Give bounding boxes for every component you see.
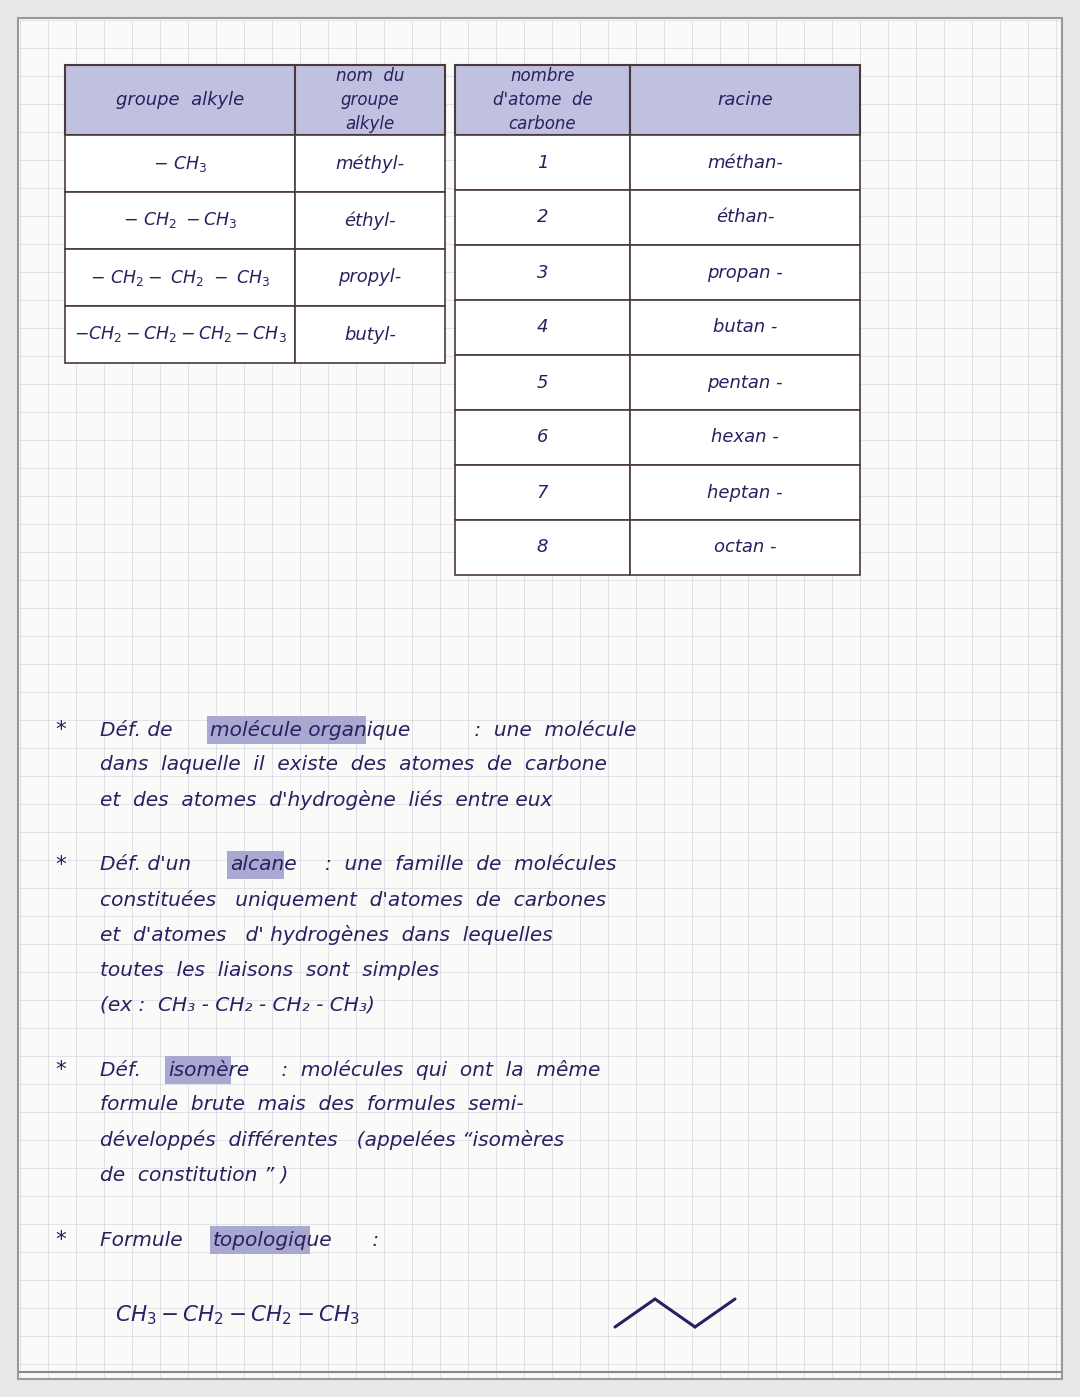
Bar: [227, 851, 284, 879]
Text: (ex :  CH₃ - CH₂ - CH₂ - CH₃): (ex : CH₃ - CH₂ - CH₂ - CH₃): [100, 996, 375, 1014]
Text: 5: 5: [537, 373, 549, 391]
Text: 2: 2: [537, 208, 549, 226]
Text: 3: 3: [537, 264, 549, 282]
Bar: [455, 244, 630, 300]
Bar: [630, 465, 860, 520]
Text: méthyl-: méthyl-: [336, 154, 405, 173]
Text: topologique: topologique: [213, 1231, 333, 1249]
Text: dans  laquelle  il  existe  des  atomes  de  carbone: dans laquelle il existe des atomes de ca…: [100, 756, 607, 774]
Text: toutes  les  liaisons  sont  simples: toutes les liaisons sont simples: [100, 961, 440, 979]
Text: $-\ CH_2-\ CH_2\ -\ CH_3$: $-\ CH_2-\ CH_2\ -\ CH_3$: [90, 267, 270, 288]
Text: 1: 1: [537, 154, 549, 172]
Text: propyl-: propyl-: [338, 268, 402, 286]
Text: butyl-: butyl-: [345, 326, 396, 344]
Bar: [455, 520, 630, 576]
Text: 4: 4: [537, 319, 549, 337]
Text: développés  différentes   (appelées “isomères: développés différentes (appelées “isomèr…: [100, 1130, 564, 1150]
Text: nom  du
groupe
alkyle: nom du groupe alkyle: [336, 67, 404, 133]
Text: constituées   uniquement  d'atomes  de  carbones: constituées uniquement d'atomes de carbo…: [100, 890, 606, 909]
Text: et  des  atomes  d'hydrogène  liés  entre eux: et des atomes d'hydrogène liés entre eux: [100, 789, 552, 810]
Text: $CH_3 - CH_2 - CH_2 - CH_3$: $CH_3 - CH_2 - CH_2 - CH_3$: [114, 1303, 360, 1327]
Text: hexan -: hexan -: [711, 429, 779, 447]
Bar: [455, 66, 630, 136]
Text: racine: racine: [717, 91, 773, 109]
Text: *: *: [55, 1060, 66, 1080]
Text: et  d'atomes   d' hydrogènes  dans  lequelles: et d'atomes d' hydrogènes dans lequelles: [100, 925, 553, 944]
Text: octan -: octan -: [714, 538, 777, 556]
Bar: [65, 136, 295, 191]
Bar: [295, 136, 445, 191]
Text: *: *: [55, 719, 66, 740]
Bar: [65, 249, 295, 306]
Bar: [295, 191, 445, 249]
Text: Formule: Formule: [100, 1231, 195, 1249]
Text: groupe  alkyle: groupe alkyle: [116, 91, 244, 109]
Text: *: *: [55, 1229, 66, 1250]
Text: :  molécules  qui  ont  la  même: : molécules qui ont la même: [275, 1060, 600, 1080]
Bar: [65, 191, 295, 249]
Bar: [295, 249, 445, 306]
Bar: [455, 355, 630, 409]
Bar: [455, 300, 630, 355]
Bar: [630, 244, 860, 300]
Text: formule  brute  mais  des  formules  semi-: formule brute mais des formules semi-: [100, 1095, 524, 1115]
Text: éthyl-: éthyl-: [345, 211, 395, 229]
Text: butan -: butan -: [713, 319, 778, 337]
Text: éthan-: éthan-: [716, 208, 774, 226]
Text: nombre
d'atome  de
carbone: nombre d'atome de carbone: [492, 67, 592, 133]
Text: 8: 8: [537, 538, 549, 556]
Text: *: *: [55, 855, 66, 875]
Bar: [630, 136, 860, 190]
Bar: [630, 355, 860, 409]
Bar: [630, 190, 860, 244]
Text: :: :: [366, 1231, 379, 1249]
Text: $-CH_2-CH_2-CH_2-CH_3$: $-CH_2-CH_2-CH_2-CH_3$: [73, 324, 286, 345]
Bar: [630, 66, 860, 136]
Bar: [165, 1056, 230, 1084]
Text: propan -: propan -: [707, 264, 783, 282]
Text: Déf. d'un: Déf. d'un: [100, 855, 198, 875]
Bar: [210, 1227, 310, 1255]
Bar: [455, 465, 630, 520]
Bar: [630, 409, 860, 465]
Text: 6: 6: [537, 429, 549, 447]
Text: alcane: alcane: [230, 855, 297, 875]
Bar: [630, 520, 860, 576]
Text: pentan -: pentan -: [707, 373, 783, 391]
Text: méthan-: méthan-: [707, 154, 783, 172]
Bar: [455, 409, 630, 465]
Text: de  constitution ” ): de constitution ” ): [100, 1165, 288, 1185]
Text: :  une  famille  de  molécules: : une famille de molécules: [325, 855, 617, 875]
Bar: [207, 717, 366, 745]
Bar: [630, 300, 860, 355]
Text: :  une  molécule: : une molécule: [468, 721, 636, 739]
Bar: [455, 190, 630, 244]
Text: 7: 7: [537, 483, 549, 502]
Bar: [65, 66, 295, 136]
Text: molécule organique: molécule organique: [210, 719, 410, 740]
Text: heptan -: heptan -: [707, 483, 783, 502]
Bar: [295, 306, 445, 363]
Bar: [295, 66, 445, 136]
Text: Déf. de: Déf. de: [100, 721, 179, 739]
Text: isomère: isomère: [168, 1060, 249, 1080]
Text: Déf.: Déf.: [100, 1060, 153, 1080]
Text: $-\ CH_2\ -CH_3$: $-\ CH_2\ -CH_3$: [123, 211, 238, 231]
Bar: [455, 136, 630, 190]
Bar: [65, 306, 295, 363]
Text: $-\ CH_3$: $-\ CH_3$: [153, 154, 207, 173]
